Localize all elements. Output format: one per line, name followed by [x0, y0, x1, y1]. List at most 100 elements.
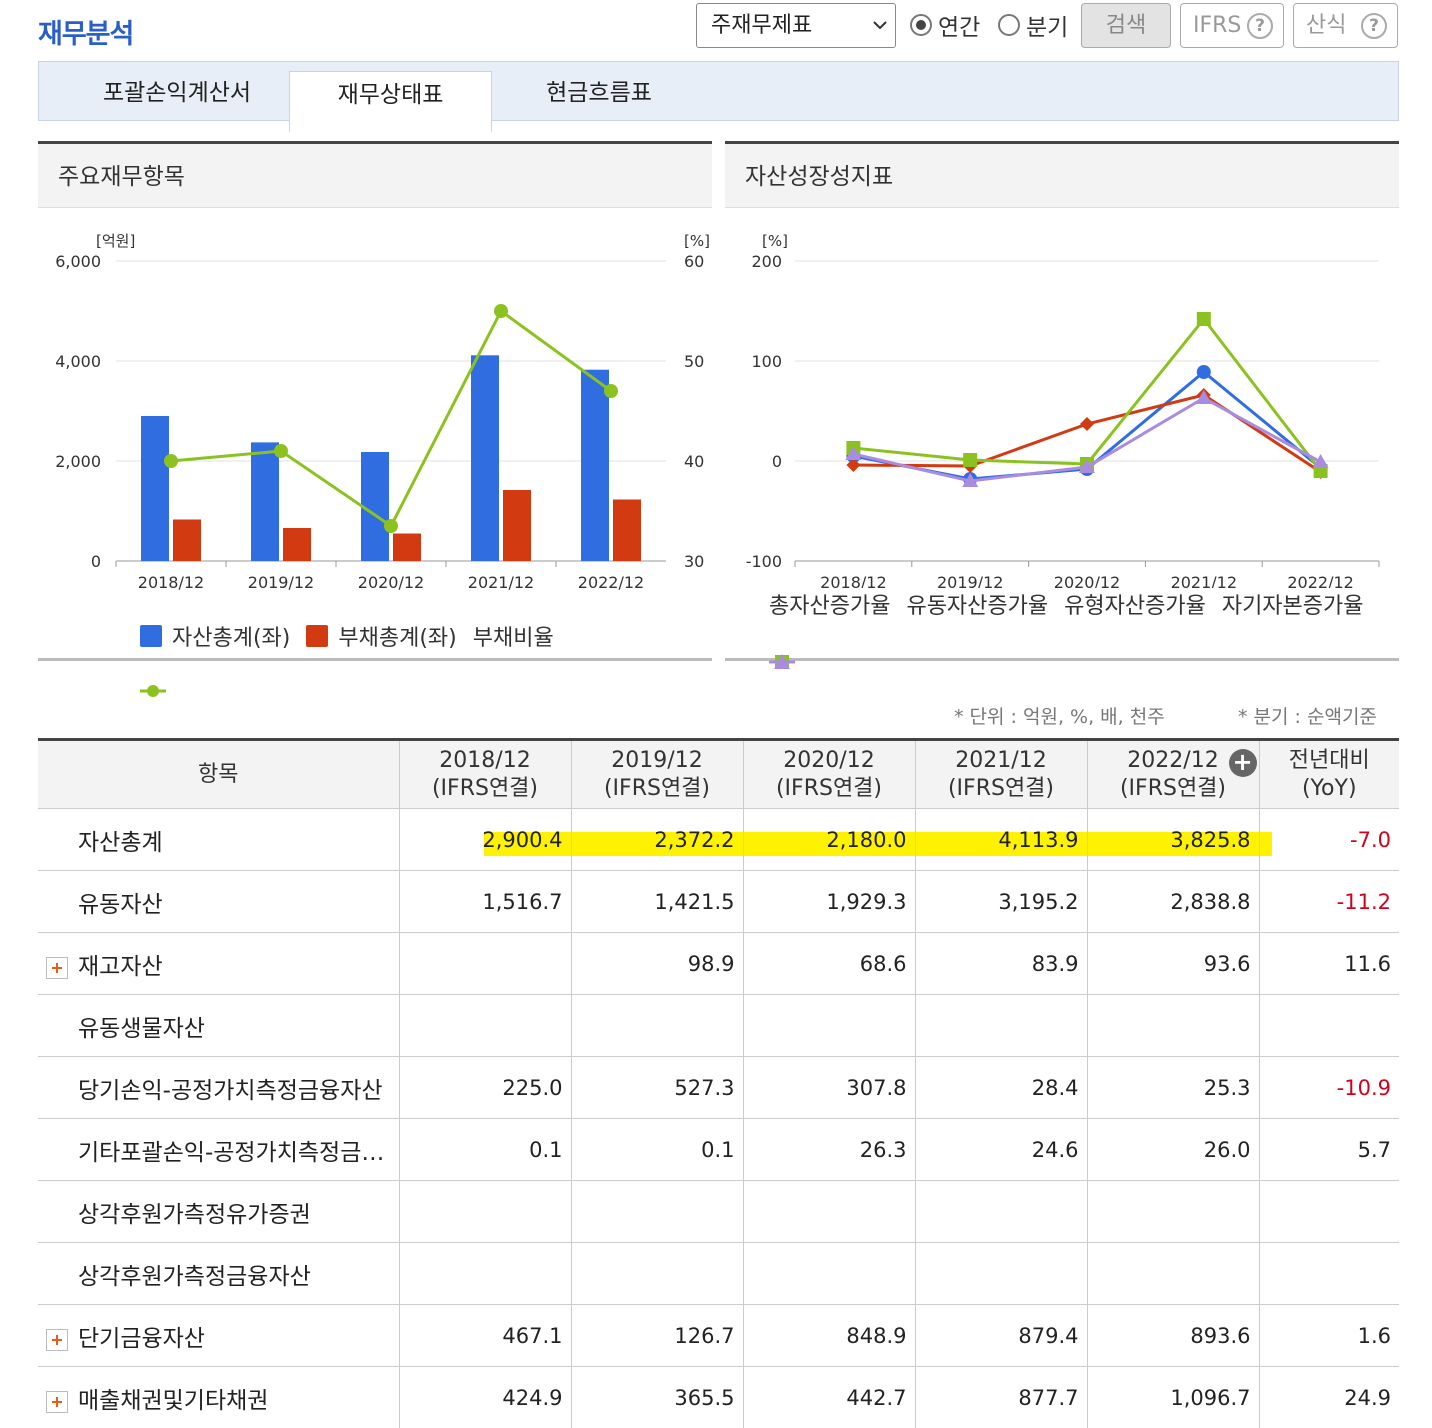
- header-2018: 2018/12 (IFRS연결): [398, 739, 571, 809]
- legend-item-equity-growth[interactable]: 자기자본증가율: [769, 588, 1364, 669]
- key-financials-panel: 주요재무항목 [억원] [%] 0 2,000 4,000 6,000 30 40 50 60 20…: [38, 141, 712, 697]
- expand-columns-icon[interactable]: +: [1228, 749, 1257, 777]
- legend-label-total-assets: 자산총계(좌): [172, 626, 291, 651]
- value-cell: 1,096.7: [1086, 1366, 1259, 1428]
- yoy-cell: -11.2: [1258, 870, 1399, 933]
- bar-total-liabilities: [173, 519, 201, 561]
- legend-swatch-equity-growth: [769, 654, 795, 669]
- radio-annual-dot[interactable]: [910, 14, 932, 36]
- ifrs-button[interactable]: IFRS ?: [1180, 3, 1284, 48]
- radio-quarter[interactable]: 분기: [998, 8, 1068, 42]
- statement-type-value: 주재무제표: [711, 13, 813, 38]
- row-label: 상각후원가측정금융자산: [38, 1242, 399, 1305]
- header-2021: 2021/12 (IFRS연결): [914, 739, 1087, 809]
- statement-type-select[interactable]: 주재무제표: [696, 3, 896, 48]
- value-cell: 4,113.9: [914, 808, 1087, 871]
- point-current-asset-growth: [846, 458, 861, 472]
- table-row: 상각후원가측정금융자산: [38, 1242, 1399, 1305]
- legend-label-current-asset-growth: 유동자산증가율: [906, 594, 1049, 619]
- legend-item-total-assets[interactable]: 자산총계(좌): [140, 620, 290, 652]
- row-label-text: 상각후원가측정유가증권: [78, 1201, 311, 1228]
- radio-quarter-dot[interactable]: [998, 14, 1020, 36]
- bar-total-liabilities: [613, 499, 641, 561]
- row-label-text: 기타포괄손익-공정가치측정금융자산: [78, 1139, 399, 1166]
- value-cell: 98.9: [570, 932, 743, 995]
- header-item: 항목: [38, 739, 399, 809]
- x-tick-label: 2021/12: [468, 573, 534, 592]
- formula-button[interactable]: 산식 ?: [1293, 3, 1398, 48]
- value-cell: 26.3: [742, 1118, 915, 1181]
- legend-item-total-asset-growth[interactable]: 총자산증가율: [769, 588, 891, 669]
- value-cell: [398, 1242, 571, 1305]
- value-cell: [1086, 1180, 1259, 1243]
- expand-row-icon[interactable]: [46, 1329, 68, 1351]
- x-tick-label: 2022/12: [1287, 573, 1353, 588]
- value-cell: [742, 1242, 915, 1305]
- row-label[interactable]: 단기금융자산: [38, 1304, 399, 1367]
- yoy-cell: [1258, 1180, 1399, 1243]
- row-label[interactable]: 매출채권및기타채권: [38, 1366, 399, 1428]
- radio-quarter-label: 분기: [1026, 15, 1069, 41]
- row-label-text: 자산총계: [78, 829, 163, 856]
- point-equity-growth: [962, 473, 979, 487]
- header-2022: 2022/12 (IFRS연결) +: [1086, 739, 1259, 809]
- row-label-text: 유동생물자산: [78, 1015, 205, 1042]
- radio-annual[interactable]: 연간: [910, 8, 980, 42]
- row-label: 상각후원가측정유가증권: [38, 1180, 399, 1243]
- asset-growth-chart: [%] -100 0 100 200 2018/12 2019/12 2020/12 2021/…: [746, 232, 1380, 588]
- y-right-tick-label: 60: [684, 252, 704, 271]
- table-row: 자산총계 2,900.4 2,372.2 2,180.0 4,113.9 3,825.8-…: [38, 808, 1399, 871]
- quarter-note: * 분기 : 순액기준: [1238, 706, 1377, 728]
- table-row: 매출채권및기타채권 424.9 365.5 442.7 877.7 1,096.7 24.9: [38, 1366, 1399, 1428]
- point-equity-growth: [1312, 454, 1329, 468]
- value-cell: 24.6: [914, 1118, 1087, 1181]
- legend-swatch-debt-ratio: [140, 685, 166, 697]
- legend-label-total-asset-growth: 총자산증가율: [769, 594, 891, 619]
- value-cell: 126.7: [570, 1304, 743, 1367]
- value-cell: 68.6: [742, 932, 915, 995]
- y-tick-label: 100: [751, 352, 782, 371]
- row-label[interactable]: 재고자산: [38, 932, 399, 995]
- tab-balance-sheet[interactable]: 재무상태표: [289, 71, 492, 132]
- row-label-text: 매출채권및기타채권: [78, 1387, 269, 1414]
- value-cell: 3,195.2: [914, 870, 1087, 933]
- value-cell: 93.6: [1086, 932, 1259, 995]
- bar-total-assets: [581, 369, 609, 561]
- legend-item-current-asset-growth[interactable]: 유동자산증가율: [769, 588, 1049, 669]
- radio-annual-label: 연간: [938, 15, 981, 41]
- y-tick-label: -100: [746, 552, 782, 571]
- search-button[interactable]: 검색: [1081, 3, 1171, 48]
- x-tick-label: 2022/12: [578, 573, 644, 592]
- value-cell: 2,900.4: [398, 808, 571, 871]
- tab-cash-flow[interactable]: 현금흐름표: [546, 80, 652, 106]
- value-cell: 365.5: [570, 1366, 743, 1428]
- table-row: 유동생물자산: [38, 994, 1399, 1057]
- x-tick-label: 2019/12: [937, 573, 1003, 588]
- value-cell: 848.9: [742, 1304, 915, 1367]
- point-tangible-asset-growth: [963, 453, 978, 467]
- row-label: 당기손익-공정가치측정금융자산: [38, 1056, 399, 1119]
- value-cell: 879.4: [914, 1304, 1087, 1367]
- x-tick-label: 2020/12: [1054, 573, 1120, 588]
- yoy-cell: -7.0: [1258, 808, 1399, 871]
- expand-row-icon[interactable]: [46, 1391, 68, 1413]
- legend-item-debt-ratio[interactable]: 부채비율: [140, 620, 554, 697]
- help-icon: ?: [1247, 13, 1273, 39]
- value-cell: [570, 994, 743, 1057]
- tab-income-statement[interactable]: 포괄손익계산서: [102, 80, 252, 106]
- help-icon: ?: [1361, 13, 1387, 39]
- header-2020: 2020/12 (IFRS연결): [742, 739, 915, 809]
- bar-total-assets: [361, 452, 389, 561]
- y-unit: [%]: [762, 232, 788, 250]
- row-label: 자산총계: [38, 808, 399, 871]
- value-cell: [398, 1180, 571, 1243]
- value-cell: 467.1: [398, 1304, 571, 1367]
- legend-item-tangible-asset-growth[interactable]: 유형자산증가율: [769, 588, 1206, 669]
- expand-row-icon[interactable]: [46, 957, 68, 979]
- value-cell: 3,825.8: [1086, 808, 1259, 871]
- y-right-unit: [%]: [684, 232, 710, 250]
- row-label-text: 재고자산: [78, 953, 163, 980]
- key-financials-legend: 자산총계(좌) 부채총계(좌) 부채비율: [140, 620, 570, 697]
- yoy-cell: -10.9: [1258, 1056, 1399, 1119]
- legend-item-total-liabilities[interactable]: 부채총계(좌): [306, 620, 457, 652]
